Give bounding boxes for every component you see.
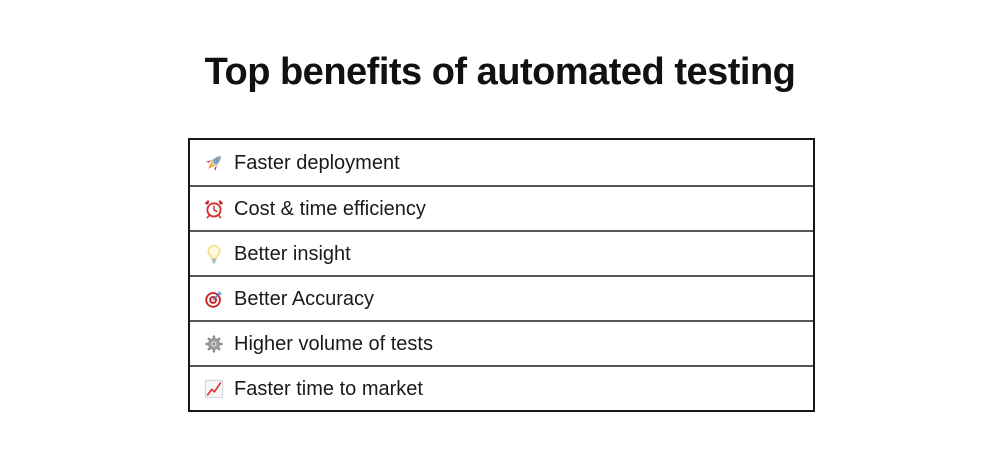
benefits-table: Faster deployment Cost & time efficiency — [188, 138, 815, 412]
benefit-label: Higher volume of tests — [234, 332, 433, 355]
table-row: Faster time to market — [190, 365, 813, 410]
benefit-label: Faster time to market — [234, 377, 423, 400]
rocket-icon — [203, 152, 225, 174]
table-row: Higher volume of tests — [190, 320, 813, 365]
light-bulb-icon — [203, 243, 225, 265]
table-row: Better insight — [190, 230, 813, 275]
table-row: Cost & time efficiency — [190, 185, 813, 230]
chart-increasing-icon — [203, 378, 225, 400]
benefit-label: Cost & time efficiency — [234, 197, 426, 220]
page-title: Top benefits of automated testing — [204, 51, 796, 93]
benefit-label: Better Accuracy — [234, 287, 375, 310]
benefit-label: Better insight — [234, 242, 351, 265]
alarm-clock-icon — [203, 198, 225, 220]
benefit-label: Faster deployment — [234, 151, 400, 174]
table-row: Better Accuracy — [190, 275, 813, 320]
table-row: Faster deployment — [190, 140, 813, 185]
gear-icon — [203, 333, 225, 355]
target-icon — [203, 288, 225, 310]
